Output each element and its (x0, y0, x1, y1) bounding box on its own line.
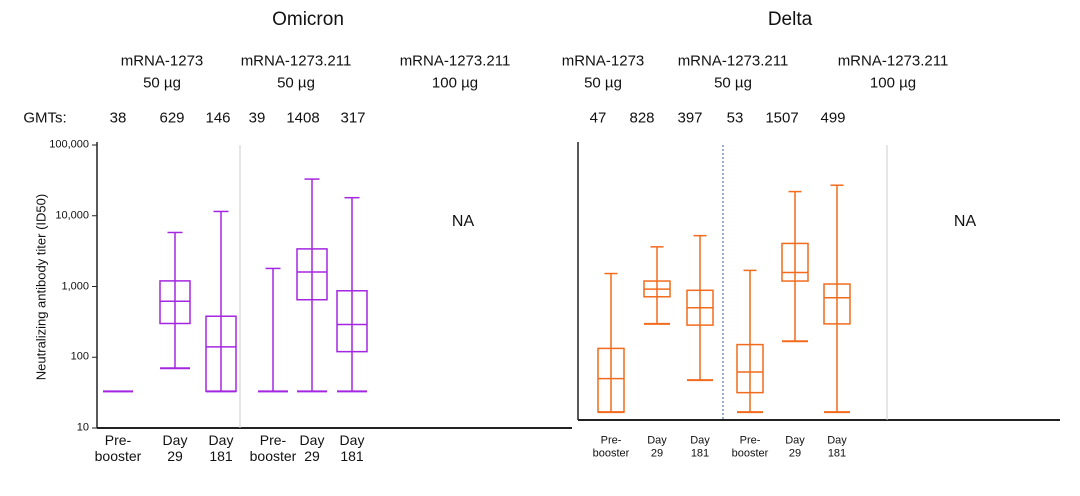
x-tick-label: Pre- booster (731, 434, 769, 459)
group-name: mRNA-1273.211 (837, 52, 949, 70)
x-tick-label: Day 181 (339, 431, 365, 464)
group-name: mRNA-1273 (561, 52, 645, 70)
y-tick-label: 10 (76, 421, 89, 434)
gmt-value: 629 (159, 109, 185, 127)
box (736, 343, 764, 394)
x-tick-label: Day 29 (647, 434, 667, 459)
x-tick-label: Pre- booster (592, 434, 630, 459)
group-dose: 50 µg (584, 74, 622, 92)
box (781, 242, 809, 282)
chart-title: Delta (767, 9, 813, 31)
gmt-value: 146 (205, 109, 231, 127)
x-tick-label: Day 29 (162, 431, 188, 464)
group-name: mRNA-1273.211 (677, 52, 789, 70)
na-label: NA (953, 212, 977, 230)
box (205, 315, 237, 393)
box (336, 290, 368, 353)
gmt-value: 397 (677, 109, 703, 127)
group-name: mRNA-1273.211 (399, 52, 511, 70)
x-tick-label: Pre- booster (94, 431, 142, 464)
gmt-value: 47 (589, 109, 607, 127)
group-dose: 100 µg (431, 74, 479, 92)
box (823, 283, 851, 325)
group-name: mRNA-1273 (120, 52, 204, 70)
x-tick-label: Day 29 (785, 434, 805, 459)
group-dose: 100 µg (869, 74, 917, 92)
chart-title: Omicron (272, 9, 344, 31)
gmt-value: 499 (820, 109, 846, 127)
box (597, 347, 625, 413)
y-tick-label: 100,000 (49, 138, 89, 151)
gmt-value: 317 (340, 109, 366, 127)
gmt-label: GMTs: (23, 109, 67, 127)
group-dose: 50 µg (277, 74, 315, 92)
group-dose: 50 µg (714, 74, 752, 92)
group-dose: 50 µg (143, 74, 181, 92)
x-tick-label: Day 181 (690, 434, 710, 459)
x-tick-label: Day 29 (299, 431, 325, 464)
na-label: NA (451, 212, 475, 230)
y-tick-label: 1,000 (61, 280, 89, 293)
x-tick-label: Pre- booster (249, 431, 297, 464)
gmt-value: 53 (726, 109, 744, 127)
y-tick-label: 10,000 (55, 209, 89, 222)
gmt-value: 38 (109, 109, 127, 127)
x-tick-label: Day 181 (208, 431, 234, 464)
group-name: mRNA-1273.211 (240, 52, 352, 70)
gmt-value: 39 (248, 109, 266, 127)
box (159, 280, 191, 325)
gmt-value: 1507 (765, 109, 799, 127)
x-tick-label: Day 181 (827, 434, 847, 459)
box (296, 248, 328, 301)
gmt-value: 828 (629, 109, 655, 127)
y-tick-label: 100 (70, 350, 89, 363)
gmt-value: 1408 (286, 109, 320, 127)
